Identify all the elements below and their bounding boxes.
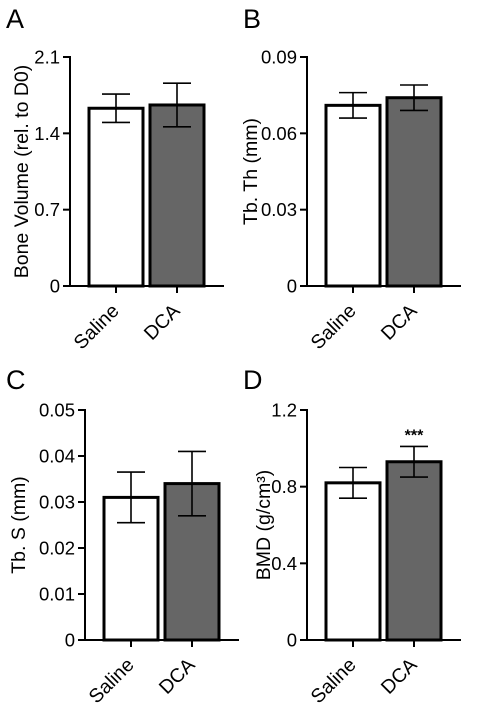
panel-a-bar	[87, 106, 145, 288]
panel-a-y-axis-title: Bone Volume (rel. to D0)	[11, 65, 33, 279]
panel-b-y-tick-label: 0.09	[261, 47, 297, 68]
panel-a-category-label: DCA	[140, 300, 185, 345]
panel-d-y-tick-label: 0.4	[271, 553, 297, 574]
panel-c-category-label: DCA	[155, 654, 200, 699]
panel-b-y-tick-label: 0.03	[261, 199, 297, 220]
panel-c-letter: C	[6, 365, 26, 395]
panel-b-bar	[324, 103, 382, 288]
panel-a-y-tick-label: 1.4	[34, 123, 60, 144]
panel-d-category-label: DCA	[377, 654, 422, 699]
panel-a-y-tick-label: 0	[50, 276, 60, 297]
panel-c-y-tick-label: 0.02	[39, 538, 75, 559]
panel-c-y-tick-label: 0	[65, 630, 75, 651]
panel-c-y-axis-title: Tb. S (mm)	[8, 476, 30, 574]
panel-c-y-tick-label: 0.03	[39, 492, 75, 513]
panel-b-bar	[385, 96, 443, 288]
panel-a-y-tick-label: 2.1	[34, 47, 60, 68]
panel-b-y-tick-label: 0	[287, 276, 297, 297]
panel-b-letter: B	[243, 4, 261, 34]
panel-b-category-label: DCA	[377, 300, 422, 345]
panel-d-y-tick-label: 0	[287, 630, 297, 651]
panel-c-category-label: Saline	[85, 654, 139, 708]
panel-a-letter: A	[6, 4, 24, 34]
panel-b-y-tick-label: 0.06	[261, 123, 297, 144]
panel-d-letter: D	[243, 365, 263, 395]
panel-c-y-tick-label: 0.04	[39, 446, 75, 467]
panel-d-y-axis-title: BMD (g/cm³)	[253, 470, 275, 581]
panel-a-category-label: Saline	[70, 300, 124, 354]
panel-d-bar	[385, 460, 443, 642]
panel-c-y-tick-label: 0.01	[39, 584, 75, 605]
panel-d-y-tick-label: 1.2	[271, 400, 297, 421]
panel-b-y-axis-title: Tb. Th (mm)	[240, 118, 262, 225]
panel-d-bar	[324, 481, 382, 642]
panel-c-y-tick-label: 0.05	[39, 400, 75, 421]
panel-b-category-label: Saline	[307, 300, 361, 354]
panel-a-bar	[148, 103, 206, 288]
panel-d-category-label: Saline	[307, 654, 361, 708]
panel-a-y-tick-label: 0.7	[34, 199, 60, 220]
panel-d-significance-label: ***	[405, 427, 424, 444]
panel-d-y-tick-label: 0.8	[271, 476, 297, 497]
